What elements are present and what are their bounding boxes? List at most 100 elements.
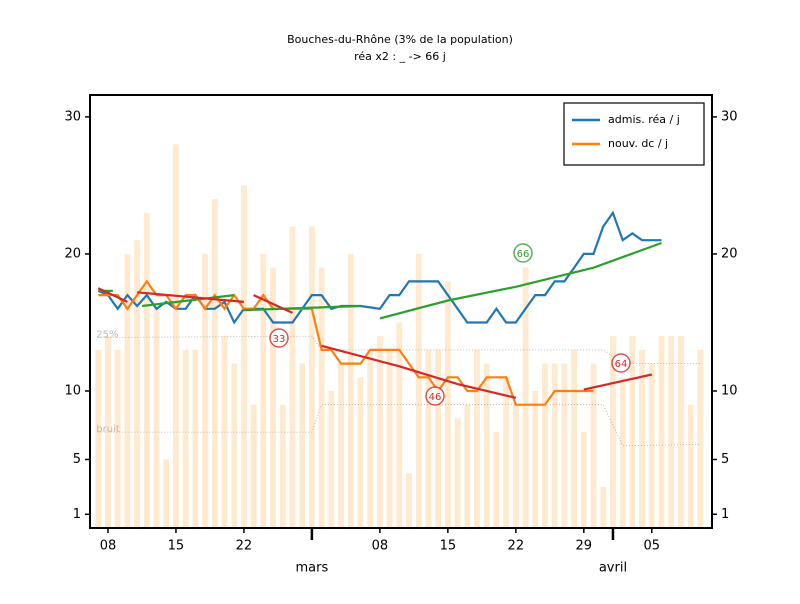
bar [522, 267, 529, 528]
bar [299, 363, 306, 528]
bar [454, 418, 461, 528]
bar [211, 199, 218, 529]
x-tick-label: 15 [168, 539, 185, 554]
series-line [97, 210, 662, 325]
annotation-badge [611, 353, 631, 373]
y-tick-label: 5 [73, 452, 81, 467]
bar [289, 226, 296, 528]
bar [95, 349, 102, 528]
bar [347, 253, 354, 528]
trend-line [97, 287, 653, 399]
bar [415, 253, 422, 528]
bar [600, 486, 607, 528]
month-label: mars [296, 561, 329, 576]
bar [678, 336, 684, 528]
bar [590, 363, 597, 528]
bar [551, 363, 558, 528]
bar [580, 432, 587, 528]
bar [134, 240, 141, 529]
bar [250, 404, 257, 528]
annotation-text: 64 [615, 359, 628, 370]
bar [328, 390, 335, 528]
bar [444, 281, 451, 528]
y2-tick-label: 20 [721, 246, 738, 261]
bar [338, 363, 344, 528]
bar [231, 363, 238, 528]
y2-tick-label: 30 [721, 109, 738, 124]
bar [464, 404, 471, 528]
series-line [98, 279, 594, 406]
bar [639, 349, 645, 528]
legend: admis. réa / j nouv. dc / j [563, 102, 705, 166]
bar [542, 363, 548, 528]
reference-label: bruit [96, 424, 120, 435]
y-tick-label: 10 [64, 383, 81, 398]
bar [318, 267, 325, 528]
bar [143, 212, 150, 528]
y-tick-label: 30 [64, 109, 81, 124]
bar [474, 349, 480, 528]
bar [687, 404, 694, 528]
bar [610, 336, 616, 528]
bar [241, 185, 247, 528]
annotation-text: 33 [273, 334, 286, 345]
bar [124, 253, 131, 528]
bar [503, 377, 510, 528]
bar [308, 226, 315, 528]
plot-frame [89, 94, 713, 529]
x-tick-label: 15 [440, 539, 457, 554]
annotation-badge [269, 328, 289, 348]
bar [561, 363, 568, 528]
annotation-text: 46 [429, 392, 442, 403]
annotation-badge [425, 386, 445, 406]
bar [697, 349, 704, 528]
reference-line [98, 404, 701, 447]
bar [173, 144, 179, 529]
reference-label: 25% [96, 330, 118, 341]
x-tick-label: 08 [372, 539, 389, 554]
bar [182, 349, 189, 528]
bar [376, 336, 383, 528]
x-tick-label: 22 [508, 539, 525, 554]
bar [386, 349, 393, 528]
y-tick-label: 20 [64, 246, 81, 261]
bar [493, 432, 500, 528]
bar [367, 349, 374, 528]
bar [279, 404, 286, 528]
x-tick-label: 08 [100, 539, 117, 554]
bar [532, 390, 539, 528]
bar [619, 377, 626, 528]
y2-tick-label: 1 [721, 507, 729, 522]
annotation-badge [513, 243, 533, 263]
x-tick-label: 05 [644, 539, 661, 554]
y-tick-label: 1 [73, 507, 81, 522]
bar [163, 459, 170, 528]
chart-subtitle: réa x2 : _ -> 66 j [354, 50, 446, 63]
month-label: avril [599, 561, 627, 576]
bar [153, 308, 160, 528]
bar [425, 349, 432, 528]
bar [512, 404, 519, 528]
chart-title: Bouches-du-Rhône (3% de la population) [287, 33, 513, 46]
legend-label: nouv. dc / j [608, 137, 668, 150]
bar [192, 349, 199, 528]
x-tick-label: 22 [236, 539, 253, 554]
bar [270, 267, 276, 528]
y2-tick-label: 5 [721, 452, 729, 467]
bar [202, 253, 208, 528]
legend-box [563, 102, 705, 166]
y2-tick-label: 10 [721, 383, 738, 398]
bar [260, 253, 267, 528]
bar [668, 336, 675, 528]
bar [571, 349, 578, 528]
bar [629, 336, 636, 528]
bar [648, 363, 655, 528]
bar [396, 322, 403, 528]
bar [435, 349, 442, 528]
x-tick-label: 29 [576, 539, 593, 554]
bar [658, 336, 665, 528]
bar [406, 473, 412, 528]
legend-label: admis. réa / j [608, 113, 680, 126]
annotation-text: 66 [517, 249, 530, 260]
